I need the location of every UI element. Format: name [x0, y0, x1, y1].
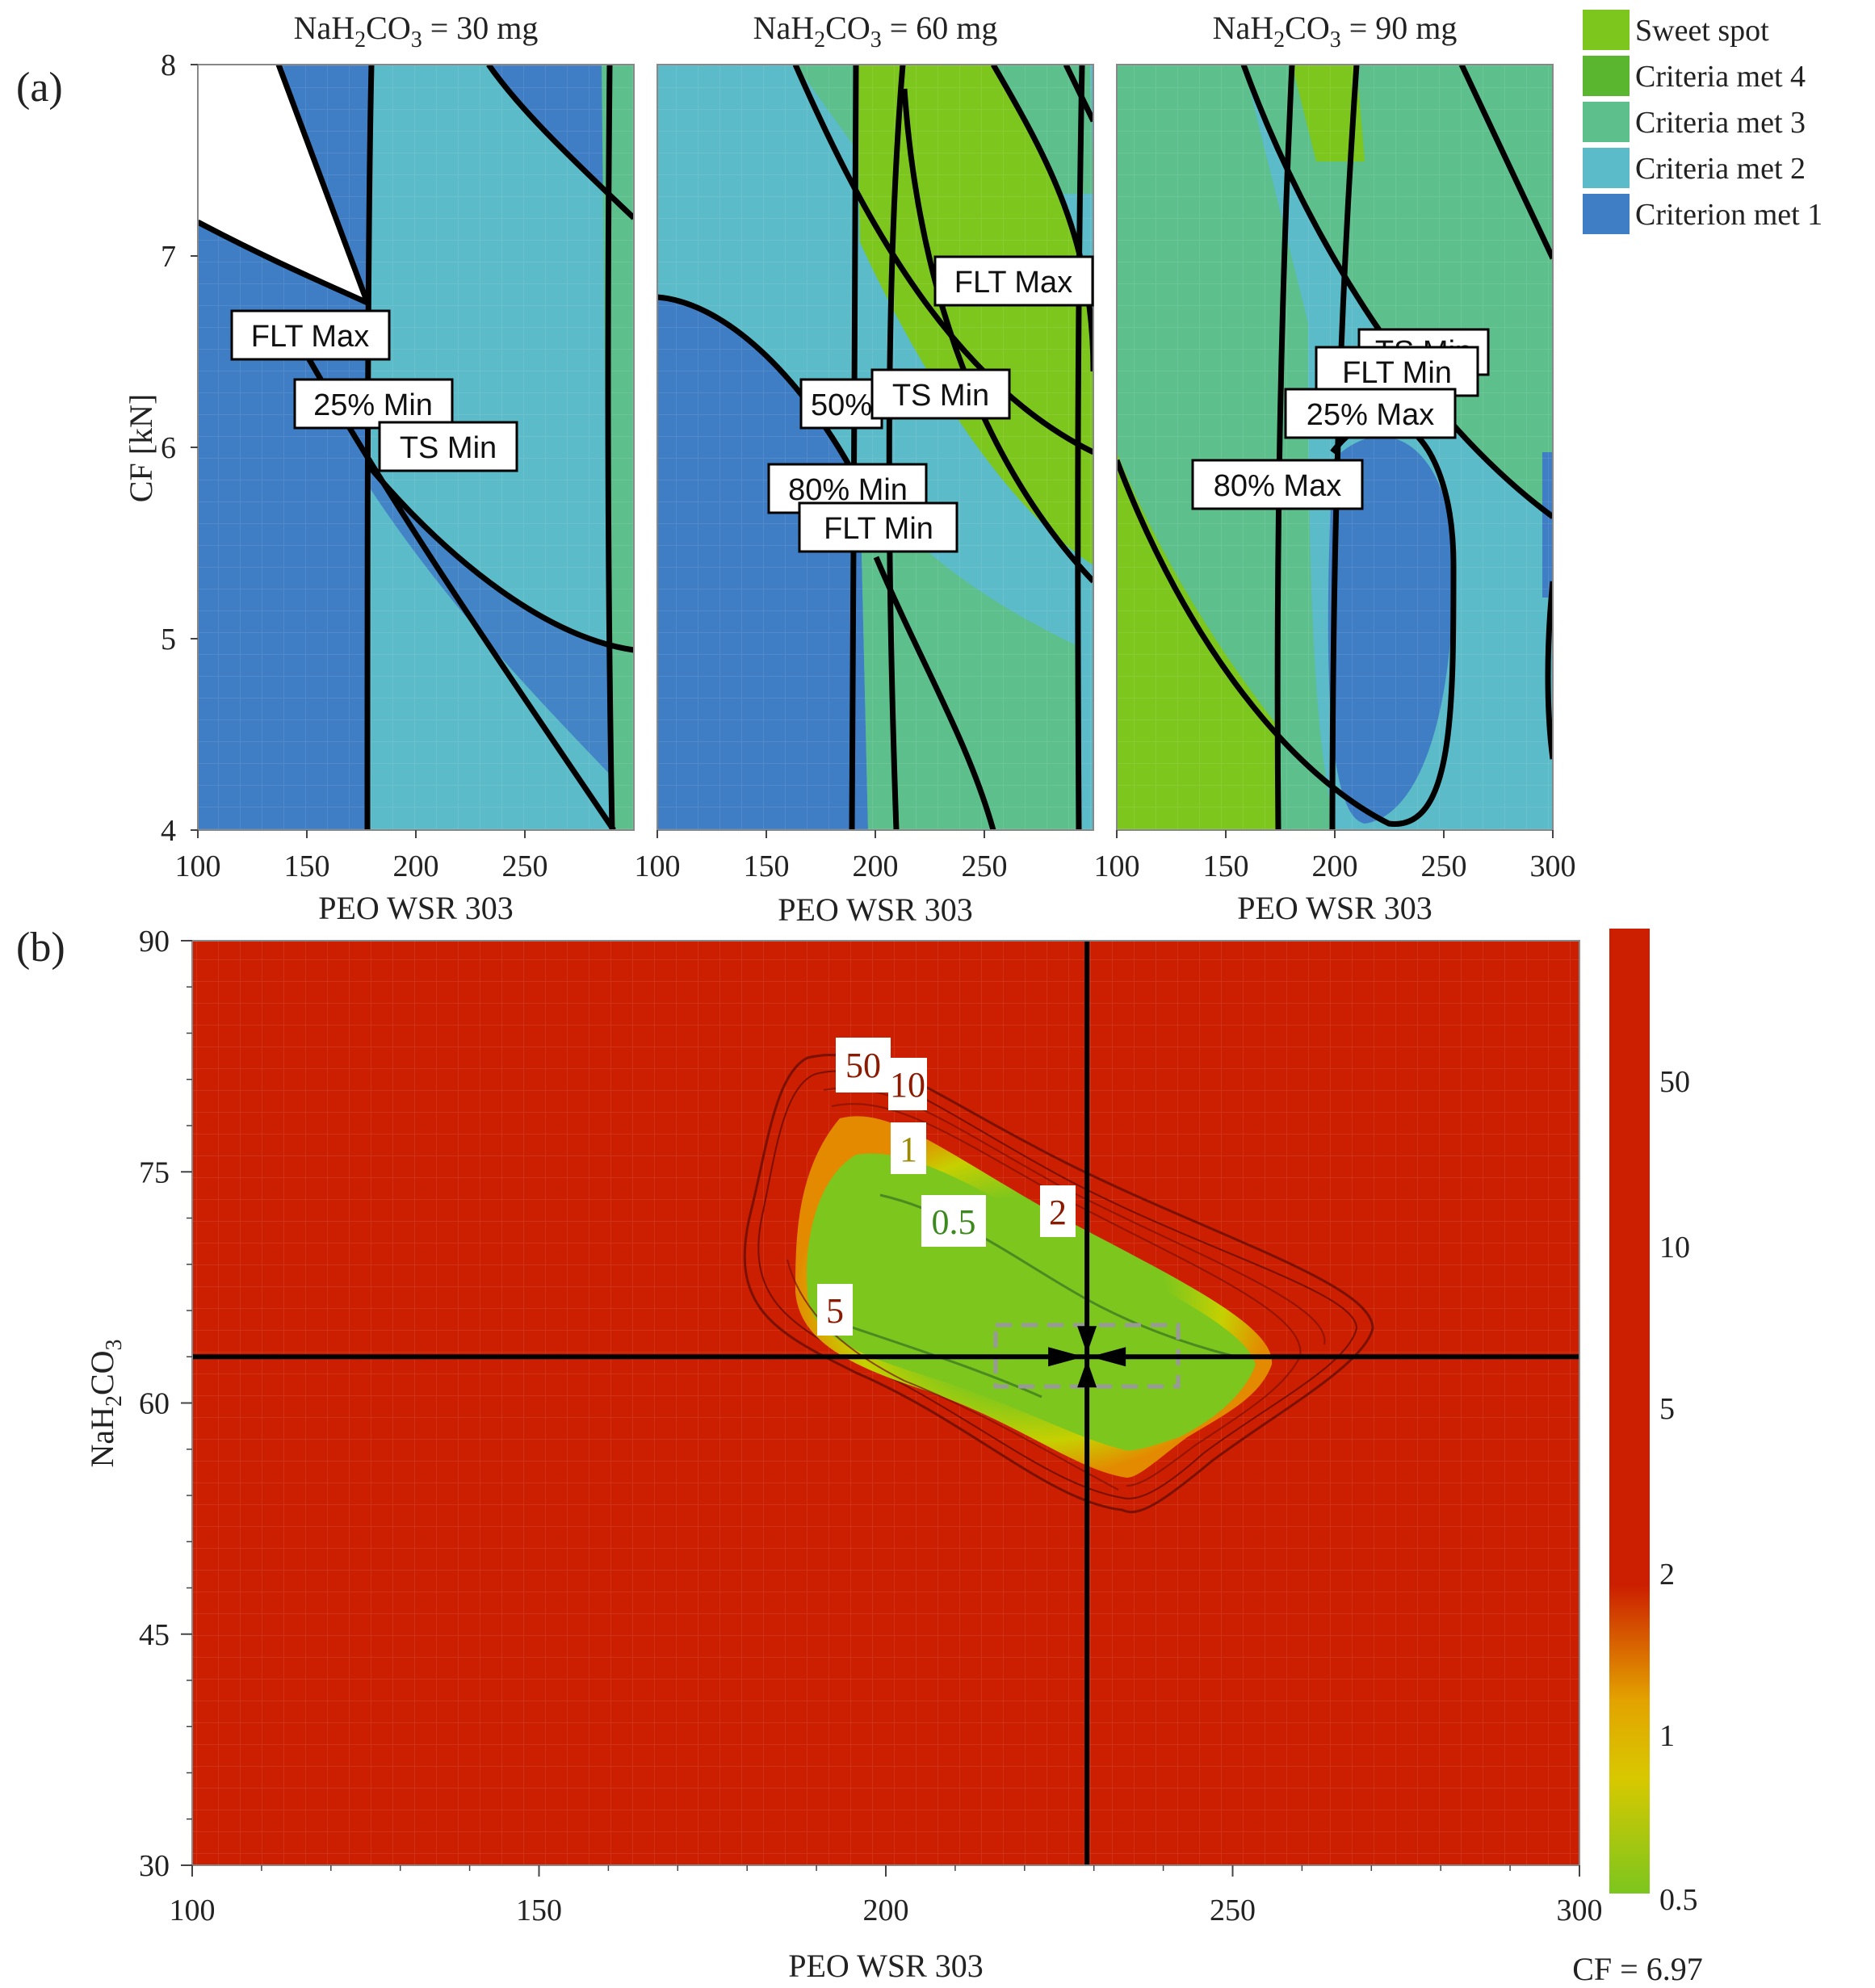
- panel-a-xlabel-2: PEO WSR 303: [778, 891, 973, 928]
- a-ytick-6: 6: [161, 431, 176, 465]
- label-80-max: 80% Max: [1214, 469, 1341, 503]
- contour-label-5: 5: [826, 1291, 844, 1331]
- colorbar-tick-3: 2: [1659, 1558, 1675, 1592]
- label-flt-max: FLT Max: [954, 266, 1072, 300]
- panel-a-axes: 4 5 6 7 8 100 150 200 250 100 150 200 250 100 150 200 25…: [161, 48, 1576, 883]
- b-ytick-75: 75: [139, 1155, 170, 1189]
- a3-xtick-250: 250: [1421, 849, 1467, 883]
- label-25-max: 25% Max: [1307, 398, 1434, 432]
- label-ts-min: TS Min: [400, 431, 497, 465]
- subplot2-title: NaH2CO3 = 60 mg: [753, 10, 998, 52]
- panel-label-a: (a): [16, 65, 63, 111]
- b-ytick-30: 30: [139, 1849, 170, 1883]
- label-flt-max: FLT Max: [251, 320, 369, 354]
- legend: Sweet spot Criteria met 4 Criteria met 3 Cr…: [1583, 10, 1823, 234]
- contour-label-1: 1: [900, 1130, 917, 1169]
- colorbar-tick-2: 5: [1659, 1392, 1675, 1426]
- a-ytick-7: 7: [161, 240, 176, 274]
- label-25-min: 25% Min: [313, 388, 433, 422]
- arrow-up: [1077, 1360, 1097, 1388]
- a1-xtick-100: 100: [175, 849, 221, 883]
- contour-labels: 50 10 1 0.5 2 5: [817, 1038, 1076, 1336]
- contour-outer: [743, 1054, 1374, 1513]
- a2-xtick-250: 250: [962, 849, 1008, 883]
- subplot1-title: NaH2CO3 = 30 mg: [294, 10, 539, 52]
- a-ytick-4: 4: [161, 814, 176, 848]
- panel-a-xlabel-3: PEO WSR 303: [1237, 890, 1432, 926]
- colorbar-tick-4: 1: [1659, 1719, 1675, 1753]
- colorbar: [1609, 929, 1650, 1894]
- legend-label-2: Criteria met 3: [1635, 106, 1806, 140]
- subplot1-contour-labels: FLT Max 25% Min TS Min: [230, 309, 518, 472]
- a3-xtick-150: 150: [1203, 849, 1249, 883]
- a-ytick-8: 8: [161, 48, 176, 82]
- panel-a-ylabel: CF [kN]: [123, 394, 159, 502]
- contour-label-50: 50: [845, 1046, 881, 1085]
- contour-label-10: 10: [890, 1065, 925, 1105]
- a3-xtick-300: 300: [1530, 849, 1576, 883]
- colorbar-tick-0: 50: [1659, 1065, 1690, 1099]
- label-flt-min: FLT Min: [1342, 356, 1452, 390]
- island-green-core: [807, 1153, 1256, 1451]
- a1-xtick-200: 200: [393, 849, 439, 883]
- label-ts-min: TS Min: [892, 379, 989, 413]
- b-xtick-100: 100: [170, 1894, 216, 1927]
- cf-note: CF = 6.97: [1572, 1951, 1702, 1987]
- legend-swatch-0: [1583, 10, 1630, 50]
- contour-label-0-5: 0.5: [932, 1202, 976, 1242]
- subplot-30mg: NaH2CO3 = 30 mg FLT Max 25% Min TS Min: [197, 10, 635, 831]
- panel-label-b: (b): [16, 925, 65, 971]
- b-xtick-250: 250: [1210, 1894, 1256, 1927]
- label-flt-min: FLT Min: [824, 512, 933, 546]
- colorbar-tick-5: 0.5: [1659, 1883, 1698, 1917]
- subplot3-title: NaH2CO3 = 90 mg: [1213, 10, 1458, 52]
- b-xtick-150: 150: [516, 1894, 562, 1927]
- b-ytick-45: 45: [139, 1618, 170, 1652]
- panel-b-xlabel: PEO WSR 303: [788, 1948, 984, 1984]
- panel-a-xlabel-1: PEO WSR 303: [318, 890, 514, 926]
- legend-label-0: Sweet spot: [1635, 14, 1769, 48]
- legend-label-4: Criterion met 1: [1635, 198, 1823, 232]
- colorbar-gradient: [1609, 929, 1650, 1894]
- a2-xtick-200: 200: [853, 849, 899, 883]
- contour-label-2: 2: [1049, 1193, 1067, 1232]
- arrow-down: [1077, 1326, 1097, 1354]
- legend-swatch-4: [1583, 194, 1630, 234]
- panel-b-ylabel: NaH2CO3: [84, 1339, 127, 1467]
- a-ytick-5: 5: [161, 623, 176, 656]
- a1-xtick-150: 150: [284, 849, 330, 883]
- label-50: 50%: [811, 388, 872, 422]
- colorbar-tick-1: 10: [1659, 1231, 1690, 1265]
- subplot2-contour-labels: FLT Max 50% TS Min 80% Min FLT Min: [767, 255, 1094, 553]
- a3-xtick-200: 200: [1312, 849, 1358, 883]
- a2-xtick-100: 100: [635, 849, 681, 883]
- b-ytick-90: 90: [139, 925, 170, 958]
- legend-label-3: Criteria met 2: [1635, 152, 1806, 186]
- arrow-right: [1048, 1347, 1084, 1367]
- legend-swatch-2: [1583, 102, 1630, 142]
- subplot-90mg: NaH2CO3 = 90 mg TS Min FLT Min 25% Max 8…: [1116, 10, 1554, 831]
- legend-swatch-3: [1583, 148, 1630, 188]
- b-ytick-60: 60: [139, 1387, 170, 1421]
- legend-label-1: Criteria met 4: [1635, 60, 1806, 94]
- a2-xtick-150: 150: [744, 849, 790, 883]
- arrow-left: [1090, 1347, 1126, 1367]
- b-xtick-300: 300: [1557, 1894, 1603, 1927]
- legend-swatch-1: [1583, 56, 1630, 96]
- a1-xtick-250: 250: [502, 849, 548, 883]
- subplot3-contour-labels: TS Min FLT Min 25% Max 80% Max: [1191, 328, 1490, 510]
- heatmap-panel: 50 10 1 0.5 2 5: [191, 940, 1580, 1866]
- a3-xtick-100: 100: [1094, 849, 1140, 883]
- colorbar-ticks: 50 10 5 2 1 0.5: [1659, 1065, 1698, 1917]
- b-xtick-200: 200: [863, 1894, 909, 1927]
- label-80-min: 80% Min: [788, 473, 908, 507]
- subplot-60mg: NaH2CO3 = 60 mg FLT Max 50% TS Min 80% M…: [656, 10, 1094, 831]
- crosshair: [192, 941, 1579, 1865]
